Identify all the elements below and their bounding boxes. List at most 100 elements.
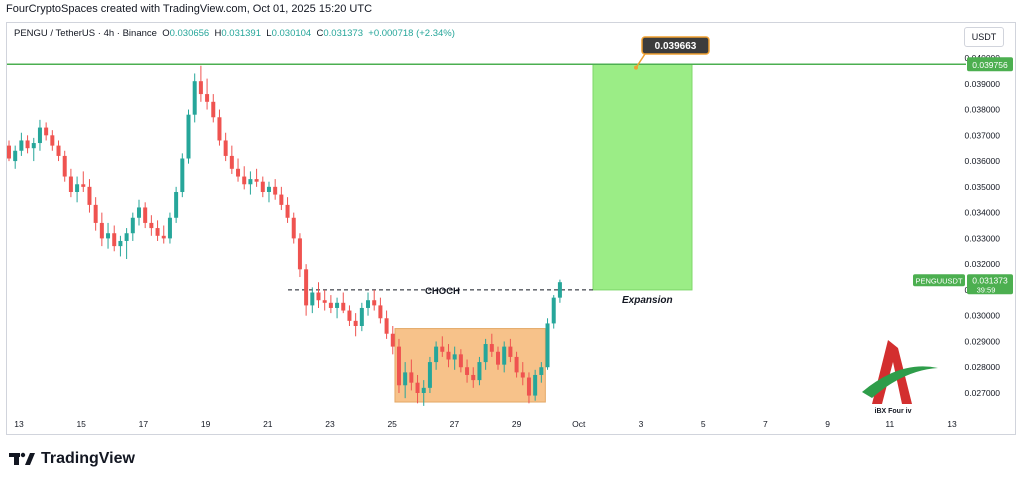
close-label: C <box>316 28 324 39</box>
candle-body <box>186 114 191 159</box>
candle-body <box>427 362 432 388</box>
candle-body <box>359 307 364 326</box>
candle-body <box>403 372 408 386</box>
candle-body <box>56 145 61 156</box>
candle-body <box>106 233 111 239</box>
candle-body <box>489 344 494 352</box>
candle-body <box>415 382 420 393</box>
candle-body <box>440 346 445 352</box>
x-tick-label: 21 <box>263 419 273 429</box>
symbol-legend: PENGU / TetherUS · 4h · Binance O0.03065… <box>14 28 455 39</box>
candle-body <box>236 168 241 177</box>
candle-body <box>254 179 259 182</box>
candle-body <box>136 207 141 218</box>
last-price-symbol: PENGUUSDT <box>915 276 963 285</box>
candle-body <box>7 145 11 159</box>
candle-body <box>353 320 358 326</box>
candle-body <box>266 186 271 192</box>
candle-body <box>409 372 414 383</box>
open-value: 0.030656 <box>169 28 210 39</box>
candle-body <box>304 269 309 306</box>
y-tick-label: 0.035000 <box>965 182 1001 192</box>
x-tick-label: 29 <box>512 419 522 429</box>
watermark-swoosh-icon <box>862 366 938 398</box>
candle-body <box>242 176 247 185</box>
candle-body <box>260 181 265 192</box>
x-tick-label: 13 <box>947 419 957 429</box>
candle-body <box>229 155 234 169</box>
target-price-axis-text: 0.039756 <box>972 60 1008 70</box>
candle-body <box>452 354 457 360</box>
candle-body <box>347 310 352 321</box>
x-tick-label: 25 <box>387 419 397 429</box>
candle-body <box>446 351 451 360</box>
target-tag-dot <box>634 65 638 70</box>
candle-body <box>458 354 463 368</box>
x-tick-label: 3 <box>639 419 644 429</box>
choch-label: CHOCH <box>425 286 460 297</box>
candle-body <box>180 158 185 192</box>
watermark-text: iBX Four iv <box>875 408 912 415</box>
candle-body <box>174 192 179 218</box>
x-tick-label: 27 <box>450 419 460 429</box>
y-tick-label: 0.034000 <box>965 208 1001 218</box>
candle-body <box>551 297 556 324</box>
range-box <box>394 328 546 403</box>
last-price-value: 0.031373 <box>972 275 1008 285</box>
y-tick-label: 0.033000 <box>965 233 1001 243</box>
candle-body <box>19 140 24 151</box>
candle-body <box>508 346 513 357</box>
candle-body <box>502 346 507 365</box>
candle-body <box>75 184 80 192</box>
candle-body <box>341 302 346 311</box>
low-label: L <box>266 28 272 39</box>
y-tick-label: 0.038000 <box>965 105 1001 115</box>
y-tick-label: 0.029000 <box>965 336 1001 346</box>
candle-body <box>396 346 401 386</box>
countdown-timer: 39:59 <box>977 285 996 294</box>
candle-body <box>99 222 104 239</box>
candle-body <box>471 374 476 381</box>
low-value: 0.030104 <box>271 28 312 39</box>
candle-body <box>366 300 371 308</box>
y-tick-label: 0.032000 <box>965 259 1001 269</box>
candle-body <box>161 235 166 239</box>
candle-body <box>37 127 42 144</box>
candle-body <box>118 240 123 247</box>
y-tick-label: 0.037000 <box>965 130 1001 140</box>
candle-body <box>545 323 550 368</box>
expansion-label: Expansion <box>622 295 673 306</box>
candle-body <box>50 135 55 146</box>
close-value: 0.031373 <box>323 28 363 39</box>
target-tag-pointer <box>635 53 646 69</box>
open-label: O <box>162 28 170 39</box>
x-tick-label: 17 <box>139 419 149 429</box>
candle-body <box>434 346 439 363</box>
x-tick-label: 23 <box>325 419 335 429</box>
candle-body <box>149 222 154 229</box>
candle-body <box>378 305 383 319</box>
candle-body <box>198 81 203 95</box>
candle-body <box>155 228 160 236</box>
currency-button[interactable]: USDT <box>964 27 1004 47</box>
x-tick-label: 15 <box>76 419 86 429</box>
target-tag <box>641 36 710 55</box>
candle-body <box>483 344 488 363</box>
y-tick-label: 0.028000 <box>965 362 1001 372</box>
tradingview-logo-icon <box>9 452 35 465</box>
candle-body <box>328 302 333 308</box>
candle-body <box>322 300 327 303</box>
candle-body <box>192 81 197 115</box>
x-tick-label: 13 <box>14 419 24 429</box>
candle-body <box>13 150 18 162</box>
candle-body <box>87 186 92 205</box>
candle-body <box>465 367 470 375</box>
candle-body <box>310 292 315 306</box>
symbol-name: PENGU / TetherUS · 4h · Binance <box>14 28 157 39</box>
x-tick-label: 9 <box>825 419 830 429</box>
candle-body <box>62 155 67 177</box>
candle-body <box>130 217 135 234</box>
candle-body <box>297 238 302 270</box>
candle-body <box>539 367 544 375</box>
